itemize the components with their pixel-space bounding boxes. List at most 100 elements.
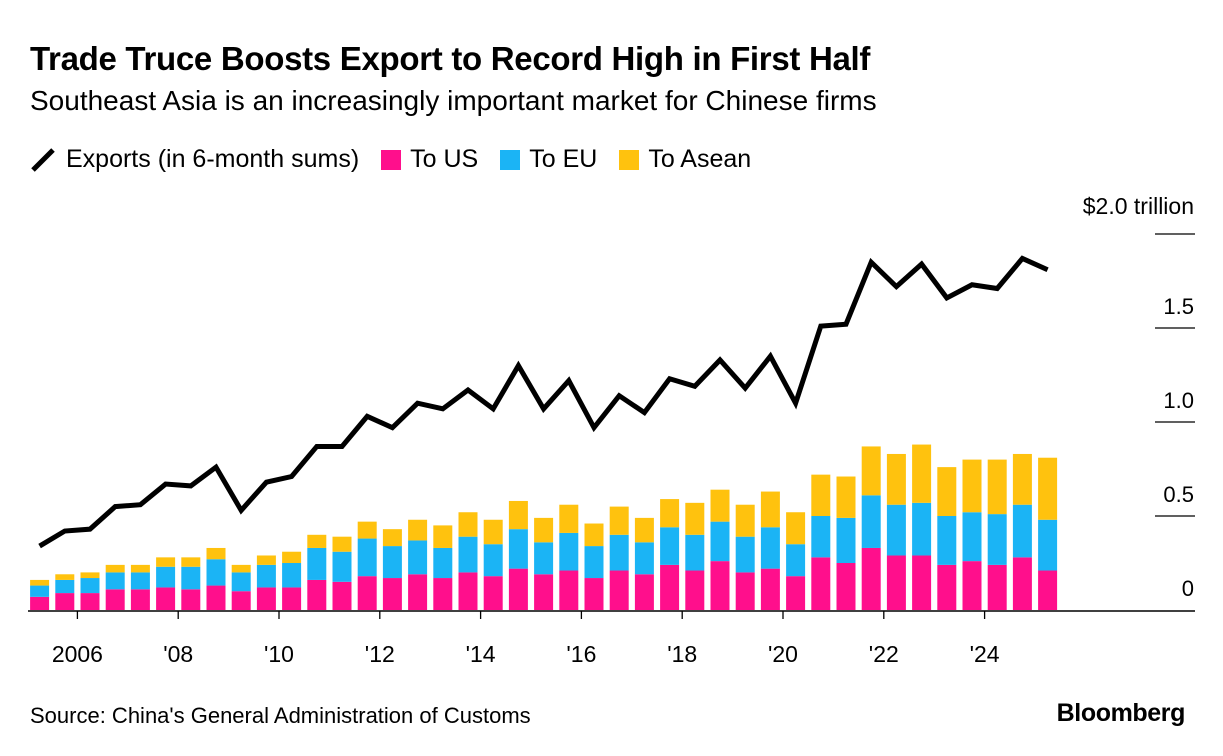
x-tick-label: '22 <box>869 641 899 667</box>
legend-item-us: To US <box>381 145 478 174</box>
bar-segment-to-asean <box>1012 453 1032 505</box>
exports-line <box>38 255 1049 549</box>
y-tick-label: 0 <box>1182 576 1194 601</box>
bar-segment-to-asean <box>760 491 780 528</box>
legend-swatch-us <box>381 149 402 170</box>
x-tick-label: '14 <box>466 641 496 667</box>
bar-segment-to-eu <box>80 578 100 594</box>
bar-segment-to-eu <box>634 542 654 575</box>
bar-segment-to-eu <box>685 534 705 571</box>
bar-segment-to-asean <box>987 459 1007 515</box>
bar-segment-to-us <box>508 568 528 610</box>
legend-label-eu: To EU <box>529 145 598 173</box>
bar-segment-to-us <box>634 574 654 610</box>
x-tick-label: '12 <box>365 641 395 667</box>
bar-segment-to-eu <box>534 542 554 575</box>
bar-segment-to-us <box>30 596 50 610</box>
bar-segment-to-us <box>786 576 806 610</box>
bar-segment-to-us <box>256 587 276 610</box>
bar-segment-to-us <box>811 557 831 610</box>
bar-segment-to-us <box>584 578 604 610</box>
bar-segment-to-eu <box>130 572 150 590</box>
y-tick-label: 1.5 <box>1163 294 1194 319</box>
bar-segment-to-asean <box>357 521 377 539</box>
bar-segment-to-eu <box>105 572 125 590</box>
bar-segment-to-us <box>382 578 402 610</box>
x-tick-label: 2006 <box>52 641 103 667</box>
bar-segment-to-eu <box>508 529 528 569</box>
bar-segment-to-us <box>433 578 453 610</box>
legend-item-asean: To Asean <box>619 145 751 174</box>
bar-segment-to-asean <box>937 467 957 516</box>
legend-item-eu: To EU <box>500 145 597 174</box>
bar-segment-to-asean <box>912 444 932 503</box>
bar-segment-to-eu <box>660 527 680 565</box>
chart-title: Trade Truce Boosts Export to Record High… <box>30 40 871 77</box>
bar-segment-to-asean <box>206 547 226 560</box>
y-axis-unit-label: $2.0 trillion <box>1083 193 1194 219</box>
bar-segment-to-eu <box>912 502 932 556</box>
bar-segment-to-asean <box>483 519 503 545</box>
bar-segment-to-asean <box>861 446 881 496</box>
bar-segment-to-us <box>912 555 932 610</box>
bar-segment-to-asean <box>307 534 327 548</box>
bar-segment-to-asean <box>256 555 276 565</box>
bar-segment-to-asean <box>886 453 906 505</box>
bar-segment-to-us <box>156 587 176 610</box>
chart-subtitle: Southeast Asia is an increasingly import… <box>30 85 877 116</box>
bar-segment-to-us <box>105 589 125 610</box>
bar-segment-to-eu <box>332 551 352 582</box>
bar-segment-to-asean <box>458 512 478 537</box>
bar-segment-to-eu <box>760 527 780 569</box>
bar-segment-to-asean <box>80 572 100 579</box>
bar-segment-to-eu <box>861 495 881 548</box>
bar-segment-to-eu <box>786 544 806 577</box>
bar-segment-to-asean <box>685 502 705 535</box>
bar-segment-to-us <box>559 570 579 610</box>
legend-item-exports: Exports (in 6-month sums) <box>30 145 359 174</box>
bar-segment-to-us <box>534 574 554 610</box>
bar-segment-to-eu <box>55 579 75 594</box>
bar-segment-to-asean <box>181 557 201 567</box>
bar-segment-to-us <box>861 547 881 610</box>
x-tick-label: '20 <box>768 641 798 667</box>
x-tick-label: '08 <box>163 641 193 667</box>
bar-segment-to-us <box>609 570 629 610</box>
bar-segment-to-us <box>836 563 856 610</box>
bar-segment-to-us <box>760 568 780 610</box>
bar-segment-to-us <box>206 585 226 610</box>
bar-segment-to-asean <box>836 476 856 518</box>
bar-segment-to-asean <box>609 506 629 535</box>
bar-segment-to-asean <box>433 525 453 548</box>
bar-segment-to-eu <box>735 536 755 573</box>
bar-segment-to-asean <box>660 499 680 528</box>
chart-legend: Exports (in 6-month sums) To US To EU To… <box>30 145 773 174</box>
bar-segment-to-us <box>1038 570 1058 610</box>
source-note: Source: China's General Administration o… <box>30 703 531 728</box>
bar-segment-to-us <box>458 572 478 610</box>
bar-segment-to-asean <box>634 517 654 543</box>
bar-segment-to-eu <box>408 540 428 575</box>
bar-segment-to-asean <box>962 459 982 513</box>
bar-segment-to-eu <box>433 547 453 579</box>
bar-segment-to-eu <box>382 546 402 579</box>
bar-segment-to-asean <box>584 523 604 547</box>
bar-segment-to-us <box>886 555 906 610</box>
bar-segment-to-us <box>937 564 957 610</box>
bar-segment-to-asean <box>811 474 831 516</box>
bar-segment-to-eu <box>30 585 50 597</box>
bar-segment-to-asean <box>534 517 554 543</box>
bar-segment-to-eu <box>886 504 906 556</box>
bar-segment-to-us <box>735 572 755 610</box>
bar-segment-to-asean <box>105 564 125 573</box>
legend-swatch-eu <box>500 149 521 170</box>
bar-segment-to-asean <box>282 551 302 563</box>
bar-segment-to-asean <box>55 574 75 580</box>
bar-segment-to-eu <box>181 566 201 590</box>
bar-segment-to-us <box>181 589 201 610</box>
bar-segment-to-us <box>660 564 680 610</box>
x-tick-label: '18 <box>667 641 697 667</box>
bar-segment-to-eu <box>710 521 730 562</box>
bar-segment-to-eu <box>1012 504 1032 558</box>
bar-segment-to-us <box>710 561 730 610</box>
